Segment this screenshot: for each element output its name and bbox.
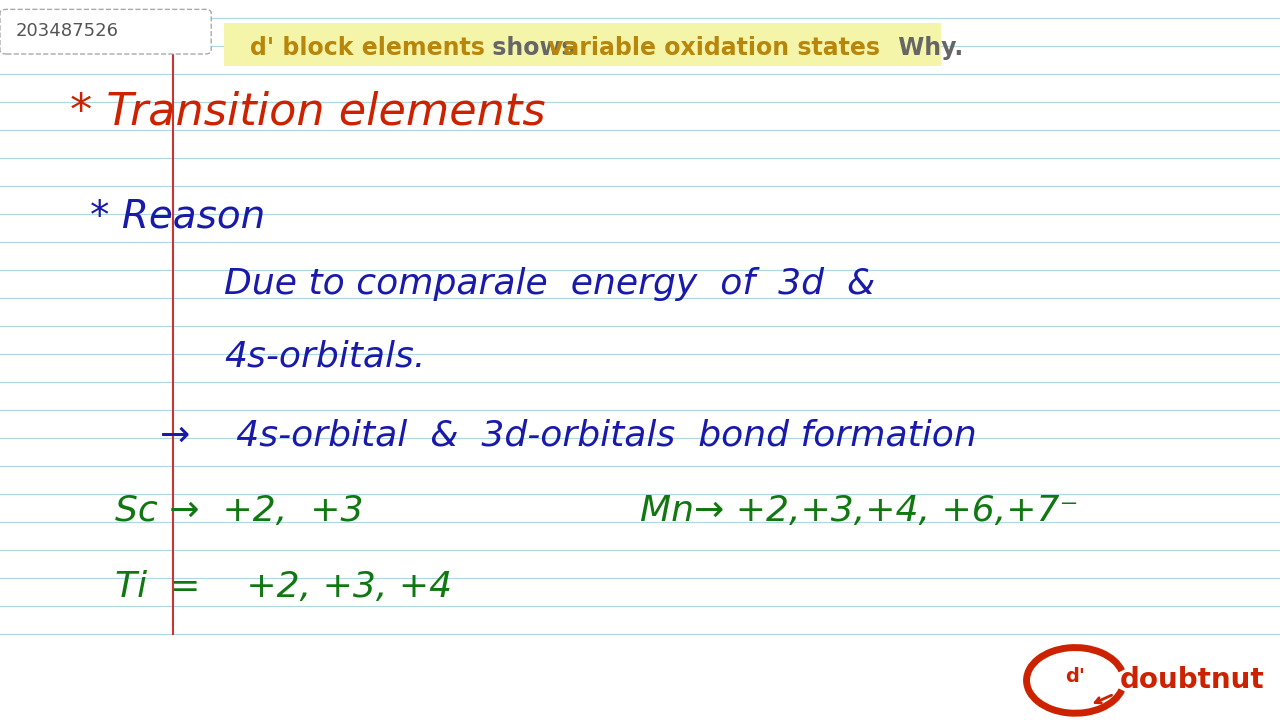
Text: Sc →  +2,  +3: Sc → +2, +3 — [115, 494, 364, 528]
Text: Ti  =    +2, +3, +4: Ti = +2, +3, +4 — [115, 570, 452, 604]
FancyBboxPatch shape — [0, 9, 211, 54]
Text: * Reason: * Reason — [90, 197, 265, 235]
Text: Mn→ +2,+3,+4, +6,+7⁻: Mn→ +2,+3,+4, +6,+7⁻ — [640, 494, 1079, 528]
Text: Why.: Why. — [890, 35, 963, 60]
Text: doubtnut: doubtnut — [1120, 667, 1265, 694]
Bar — [224, 23, 941, 66]
Text: 203487526: 203487526 — [15, 22, 118, 40]
Text: variable oxidation states: variable oxidation states — [548, 35, 879, 60]
Text: →    4s-orbital  &  3d-orbitals  bond formation: → 4s-orbital & 3d-orbitals bond formatio… — [160, 418, 977, 453]
Text: Due to comparale  energy  of  3d  &: Due to comparale energy of 3d & — [224, 267, 876, 302]
Text: d': d' — [1065, 667, 1085, 686]
Text: 4s-orbitals.: 4s-orbitals. — [224, 339, 425, 374]
Text: * Transition elements: * Transition elements — [70, 90, 545, 133]
Text: d' block elements: d' block elements — [250, 35, 484, 60]
Text: shows: shows — [484, 35, 584, 60]
